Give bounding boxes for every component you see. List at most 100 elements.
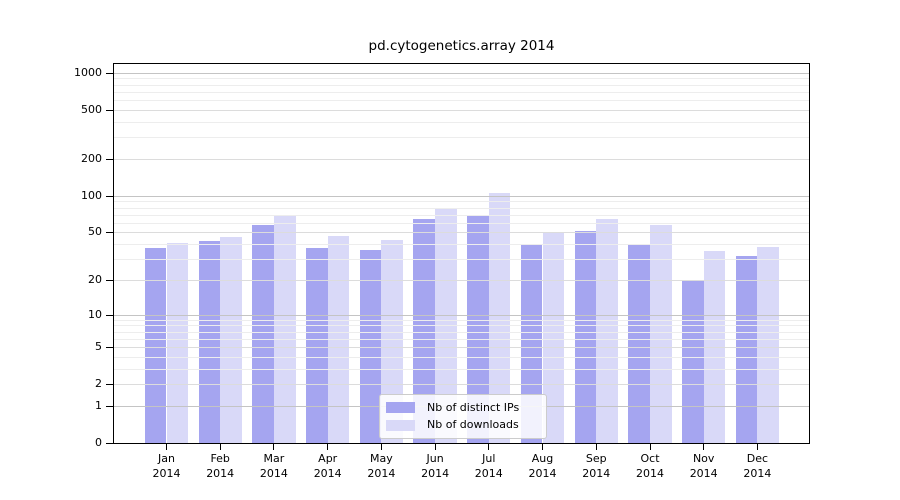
bar-distinct-ips-jun [413, 219, 436, 443]
x-tick-mark-mar [273, 444, 275, 450]
bar-downloads-may [381, 240, 404, 443]
y-tick-label-5: 5 [95, 340, 102, 353]
x-tick-mark-jul [488, 444, 490, 450]
gridline-200 [114, 158, 809, 160]
y-tick-mark-50 [106, 232, 113, 234]
x-tick-mark-may [380, 444, 382, 450]
gridline-70 [114, 214, 809, 216]
gridline-30 [114, 259, 809, 260]
legend-label-downloads: Nb of downloads [427, 418, 519, 432]
gridline-6 [114, 338, 809, 340]
gridline-800 [114, 84, 809, 86]
legend-swatch-downloads [386, 419, 415, 431]
bar-downloads-dec [757, 246, 780, 443]
y-tick-mark-200 [106, 158, 113, 160]
x-tick-mark-sep [595, 444, 597, 450]
gridline-300 [114, 137, 809, 139]
x-tick-label-dec: Dec 2014 [743, 452, 772, 480]
gridline-8 [114, 325, 809, 327]
bar-downloads-aug [542, 232, 565, 443]
gridline-9 [114, 319, 809, 321]
y-tick-mark-1000 [106, 72, 113, 74]
gridline-10 [114, 314, 809, 316]
bar-distinct-ips-dec [735, 255, 758, 443]
x-tick-mark-oct [649, 444, 651, 450]
bar-distinct-ips-jul [467, 215, 489, 443]
gridline-80 [114, 207, 809, 209]
y-tick-label-1: 1 [95, 398, 102, 412]
legend-row-distinct-ips: Nb of distinct IPs [386, 400, 540, 414]
gridline-600 [114, 100, 809, 102]
y-tick-mark-2 [106, 384, 113, 386]
legend-swatch-distinct-ips [386, 402, 415, 414]
y-tick-label-50: 50 [88, 225, 102, 239]
x-tick-label-jun: Jun 2014 [421, 452, 450, 480]
y-tick-mark-5 [106, 347, 113, 348]
bar-downloads-jul [488, 193, 511, 443]
x-tick-label-oct: Oct 2014 [636, 452, 664, 480]
y-tick-label-20: 20 [88, 272, 102, 286]
y-tick-mark-10 [106, 314, 113, 316]
gridline-4 [114, 356, 809, 358]
bar-distinct-ips-apr [306, 248, 328, 443]
gridline-400 [114, 121, 809, 123]
y-tick-mark-1 [106, 405, 113, 407]
y-tick-label-1000: 1000 [74, 65, 102, 79]
bar-downloads-feb [220, 236, 242, 443]
legend-label-distinct-ips: Nb of distinct IPs [427, 400, 520, 414]
gridline-1000 [114, 72, 809, 74]
y-tick-label-0: 0 [95, 436, 102, 449]
plot-area: Nb of distinct IPs Nb of downloads [113, 63, 810, 444]
gridline-7 [114, 331, 809, 333]
gridline-3 [114, 368, 809, 370]
gridline-50 [114, 232, 809, 234]
x-tick-mark-aug [542, 444, 543, 450]
x-tick-mark-jun [434, 444, 436, 450]
y-tick-label-100: 100 [81, 188, 102, 202]
bar-distinct-ips-mar [252, 224, 274, 443]
x-tick-label-feb: Feb 2014 [206, 452, 235, 480]
gridline-5 [114, 347, 809, 348]
bar-distinct-ips-may [359, 249, 382, 443]
x-tick-label-aug: Aug 2014 [528, 452, 557, 480]
y-tick-mark-100 [106, 195, 113, 197]
y-tick-label-200: 200 [81, 151, 102, 165]
x-tick-mark-apr [327, 444, 329, 450]
bar-downloads-sep [596, 219, 618, 443]
x-tick-label-sep: Sep 2014 [582, 452, 611, 480]
y-tick-label-2: 2 [95, 377, 102, 391]
gridline-500 [114, 109, 809, 111]
gridline-900 [114, 78, 809, 80]
bar-downloads-oct [650, 224, 672, 443]
x-tick-mark-feb [219, 444, 221, 450]
bar-downloads-jan [166, 242, 189, 443]
legend-row-downloads: Nb of downloads [386, 419, 540, 431]
gridline-2 [114, 384, 809, 386]
x-tick-mark-nov [703, 444, 705, 450]
x-tick-label-may: May 2014 [367, 452, 396, 480]
x-tick-mark-jan [166, 444, 167, 450]
y-tick-mark-0 [106, 443, 113, 444]
bar-distinct-ips-nov [682, 279, 704, 443]
x-tick-mark-dec [756, 444, 758, 450]
y-tick-label-10: 10 [88, 307, 102, 321]
gridline-60 [114, 222, 809, 224]
bar-distinct-ips-jan [144, 248, 167, 443]
x-tick-label-nov: Nov 2014 [689, 452, 718, 480]
bar-downloads-mar [273, 214, 296, 443]
gridline-90 [114, 201, 809, 203]
x-tick-label-jul: Jul 2014 [474, 452, 503, 480]
gridline-100 [114, 195, 809, 197]
bar-distinct-ips-sep [574, 231, 597, 443]
gridline-40 [114, 244, 809, 245]
x-tick-label-apr: Apr 2014 [313, 452, 342, 480]
x-tick-label-mar: Mar 2014 [259, 452, 288, 480]
legend: Nb of distinct IPs Nb of downloads [379, 394, 547, 439]
gridline-700 [114, 91, 809, 93]
y-tick-mark-500 [106, 109, 113, 111]
chart-title: pd.cytogenetics.array 2014 [368, 38, 555, 54]
bar-distinct-ips-aug [520, 245, 543, 443]
y-tick-mark-20 [106, 279, 113, 281]
x-tick-label-jan: Jan 2014 [152, 452, 181, 480]
